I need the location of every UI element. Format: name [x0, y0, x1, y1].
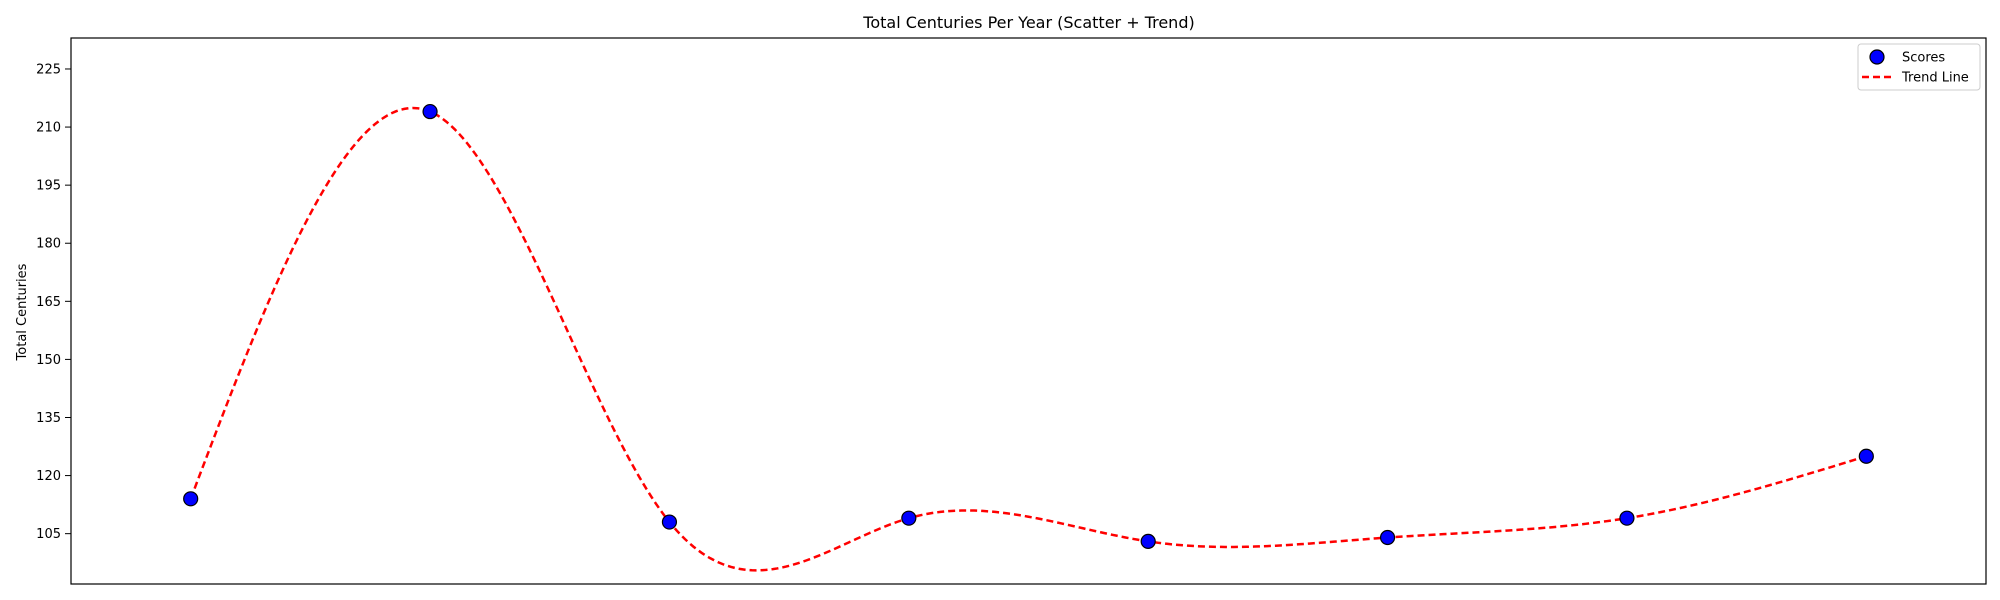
legend-box	[1857, 43, 1981, 91]
scatter-point	[1619, 510, 1635, 526]
y-tick-label: 120	[36, 469, 61, 484]
y-tick-label: 180	[36, 237, 61, 252]
y-tick-label: 105	[36, 527, 61, 542]
y-axis-label: Total Centuries	[15, 263, 30, 361]
y-tick-label: 165	[36, 295, 61, 310]
scatter-points-layer	[183, 103, 1874, 550]
y-tick-label: 225	[36, 62, 61, 77]
legend-label-scores: Scores	[1902, 51, 1945, 66]
trend-line	[189, 106, 1867, 572]
scatter-point	[422, 103, 438, 120]
scatter-point	[661, 514, 678, 530]
scatter-point	[901, 510, 917, 526]
scatter-point	[183, 491, 199, 507]
y-tick-label: 135	[36, 411, 61, 426]
y-axis: 105 120 135 150 165 180 195 210 225	[36, 62, 71, 542]
legend-label-trend-line: Trend Line	[1901, 71, 1969, 86]
y-tick-label: 210	[36, 121, 61, 136]
legend: Scores Trend Line	[1857, 43, 1981, 91]
legend-marker-scores	[1869, 49, 1885, 65]
chart-title: Total Centuries Per Year (Scatter + Tren…	[862, 13, 1194, 32]
scatter-point	[1140, 533, 1156, 550]
scatter-point	[1858, 448, 1874, 464]
y-tick-label: 150	[36, 353, 61, 368]
scatter-point	[1379, 529, 1396, 546]
trend-line-layer	[189, 106, 1867, 572]
plot-frame	[70, 37, 1987, 585]
y-tick-label: 195	[36, 179, 61, 194]
